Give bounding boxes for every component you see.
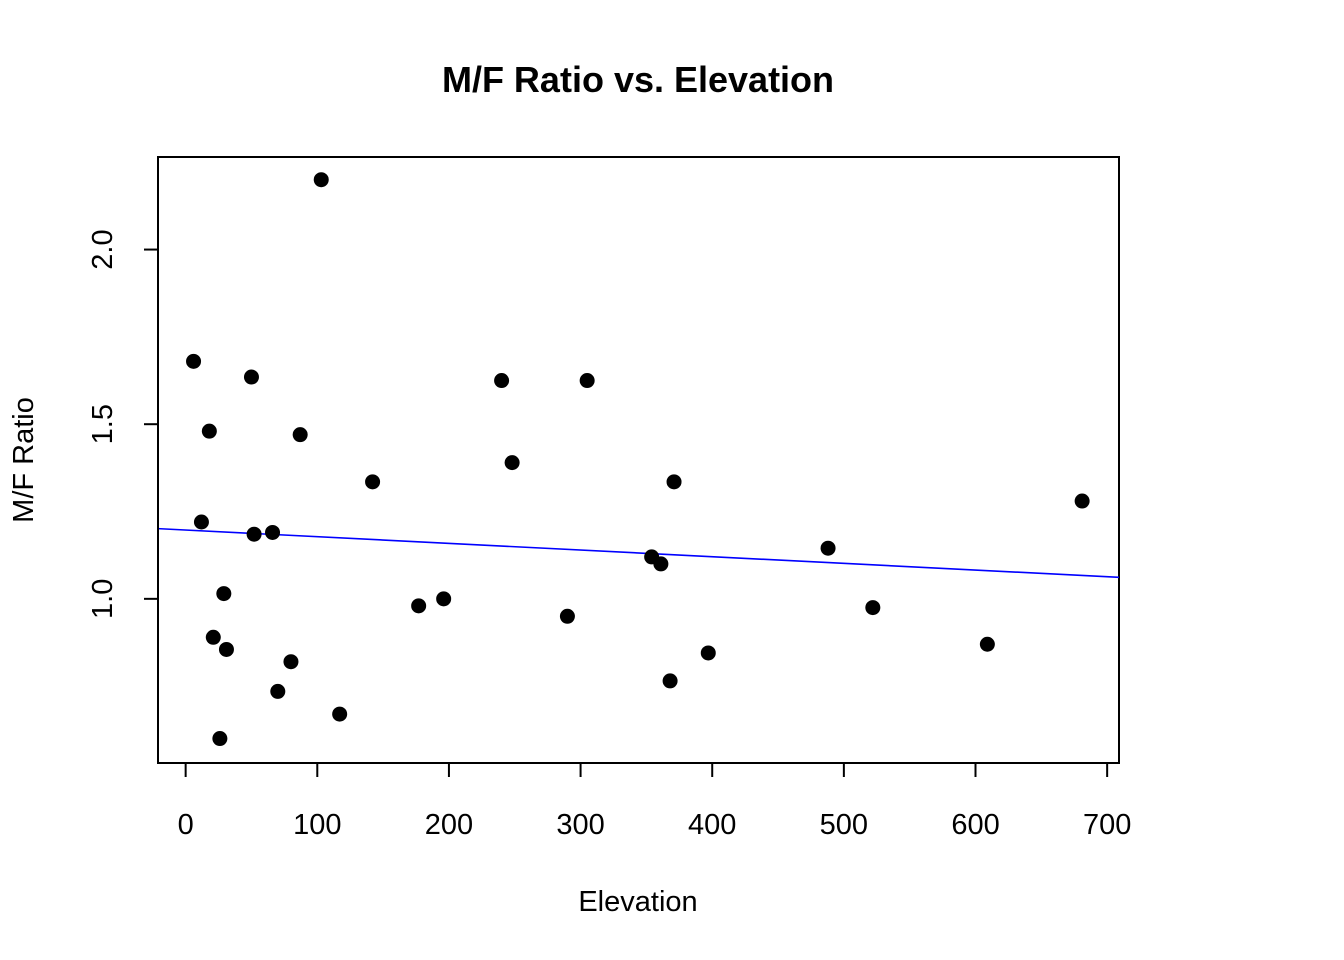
- plot-frame: [157, 156, 1120, 764]
- data-point-19: [504, 455, 520, 471]
- data-point-12: [292, 427, 308, 443]
- data-point-21: [579, 373, 595, 389]
- data-point-7: [243, 369, 259, 385]
- data-point-4: [212, 731, 228, 747]
- y-tick-label-2: 2.0: [87, 229, 119, 269]
- data-point-24: [662, 673, 678, 689]
- y-tick-label-1: 1.5: [87, 404, 119, 444]
- data-point-3: [205, 629, 221, 645]
- data-point-20: [559, 608, 575, 624]
- points-layer: [186, 172, 1090, 747]
- data-point-18: [494, 373, 510, 389]
- y-tick-label-0: 1.0: [87, 579, 119, 619]
- data-point-27: [820, 540, 836, 556]
- y-axis-label: M/F Ratio: [8, 397, 40, 523]
- data-point-30: [1074, 493, 1090, 509]
- x-axis: 0 100 200 300 400 500 600 700: [178, 762, 1131, 841]
- x-tick-label-3: 300: [556, 809, 604, 841]
- data-point-29: [979, 636, 995, 652]
- data-point-28: [865, 600, 881, 616]
- x-tick-label-6: 600: [951, 809, 999, 841]
- data-point-23: [653, 556, 669, 572]
- y-axis: 1.0 1.5 2.0: [87, 229, 159, 619]
- data-point-1: [193, 514, 209, 530]
- x-tick-label-0: 0: [178, 809, 194, 841]
- data-point-25: [666, 474, 682, 490]
- data-point-2: [201, 423, 217, 439]
- x-tick-label-7: 700: [1083, 809, 1131, 841]
- data-point-11: [283, 654, 299, 670]
- data-point-14: [332, 706, 348, 722]
- data-point-15: [365, 474, 381, 490]
- regression-layer: [157, 527, 1120, 579]
- data-point-13: [313, 172, 329, 188]
- data-point-0: [186, 353, 202, 369]
- data-point-9: [265, 524, 281, 540]
- data-point-6: [218, 641, 234, 657]
- chart-title: M/F Ratio vs. Elevation: [442, 59, 834, 100]
- x-tick-label-5: 500: [820, 809, 868, 841]
- data-point-10: [270, 683, 286, 699]
- x-tick-label-4: 400: [688, 809, 736, 841]
- data-point-8: [246, 526, 262, 542]
- regression-line: [157, 527, 1120, 579]
- data-point-5: [216, 586, 232, 602]
- x-axis-label: Elevation: [578, 886, 697, 918]
- data-point-16: [411, 598, 427, 614]
- data-point-26: [700, 645, 716, 661]
- data-point-17: [436, 591, 452, 607]
- x-tick-label-2: 200: [425, 809, 473, 841]
- x-tick-label-1: 100: [293, 809, 341, 841]
